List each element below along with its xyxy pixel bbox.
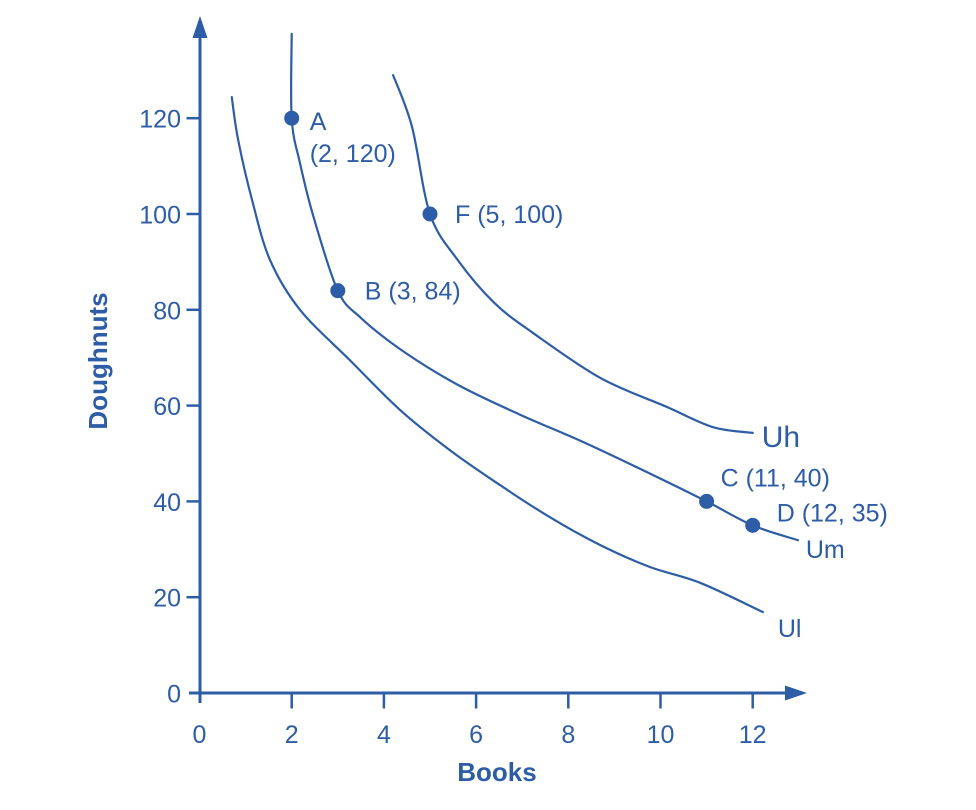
curve-label-ul: Ul — [778, 615, 802, 643]
x-tick-label: 8 — [561, 721, 575, 749]
y-tick-label: 60 — [153, 393, 181, 421]
curve-ul — [230, 96, 764, 614]
y-tick-label: 120 — [139, 106, 181, 134]
y-tick-label: 20 — [153, 585, 181, 613]
x-tick-label: 10 — [647, 721, 675, 749]
y-tick-label: 0 — [167, 681, 181, 709]
point-b-dot — [330, 283, 346, 299]
curve-um — [289, 32, 799, 542]
x-tick-label: 12 — [739, 721, 767, 749]
point-d-dot — [745, 517, 761, 533]
point-f-label: F (5, 100) — [455, 201, 563, 229]
x-tick-label: 2 — [285, 721, 299, 749]
y-tick-label: 40 — [153, 489, 181, 517]
curve-label-uh: Uh — [762, 421, 800, 454]
x-axis-arrow-icon — [785, 685, 807, 701]
y-axis-arrow-icon — [192, 16, 208, 38]
x-axis-title: Books — [457, 757, 536, 787]
curve-label-um: Um — [806, 536, 845, 564]
point-a-label-line2: (2, 120) — [310, 140, 396, 168]
y-tick-label: 100 — [139, 202, 181, 230]
x-tick-label: 0 — [193, 721, 207, 749]
x-tick-label: 4 — [377, 721, 391, 749]
y-tick-label: 80 — [153, 297, 181, 325]
x-tick-label: 6 — [469, 721, 483, 749]
point-d-label: D (12, 35) — [777, 499, 888, 527]
point-b-label: B (3, 84) — [365, 278, 461, 306]
point-c-dot — [699, 493, 715, 509]
point-f-dot — [422, 206, 438, 222]
curve-uh — [392, 74, 754, 434]
y-axis-title: Doughnuts — [83, 292, 113, 429]
point-a-label-line1: A — [310, 108, 327, 136]
point-c-label: C (11, 40) — [721, 464, 830, 492]
point-a-dot — [284, 110, 300, 126]
